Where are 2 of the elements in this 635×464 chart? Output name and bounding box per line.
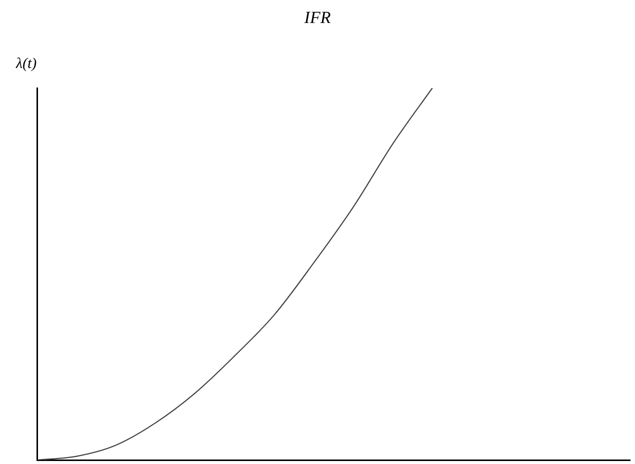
y-axis-title: λ(t) xyxy=(16,56,37,73)
chart-title: IFR xyxy=(303,8,332,28)
